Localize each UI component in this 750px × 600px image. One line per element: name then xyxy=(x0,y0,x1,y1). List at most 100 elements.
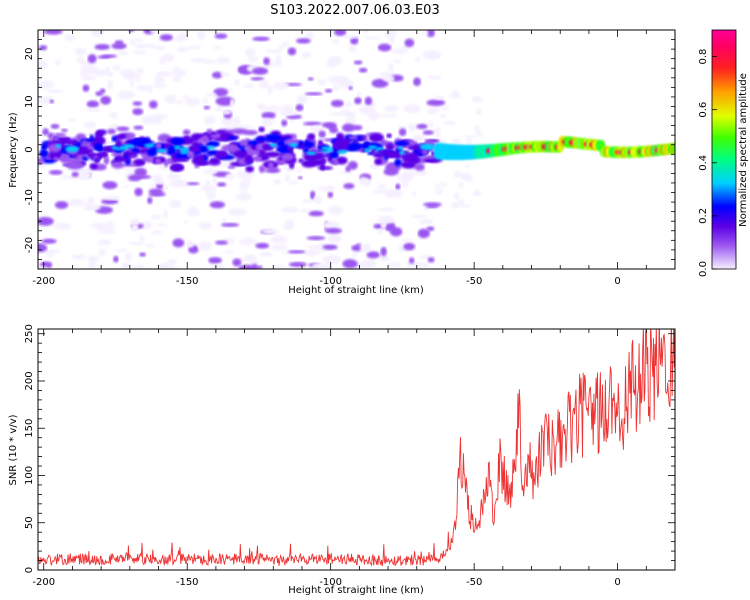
noise-speckle xyxy=(154,46,167,51)
noise-speckle xyxy=(334,30,347,36)
noise-band-cell xyxy=(230,128,248,135)
noise-speckle xyxy=(84,204,101,211)
noise-band-cell xyxy=(123,151,138,157)
noise-speckle xyxy=(150,214,162,220)
noise-band-cell xyxy=(258,165,266,173)
noise-speckle xyxy=(172,69,187,77)
noise-speckle xyxy=(377,43,392,52)
noise-speckle xyxy=(154,76,165,85)
noise-speckle xyxy=(76,56,85,63)
noise-speckle xyxy=(401,178,409,188)
noise-band-cell xyxy=(254,137,269,142)
noise-speckle xyxy=(94,43,111,50)
noise-band-cell xyxy=(320,162,326,171)
noise-speckle xyxy=(449,93,461,99)
noise-speckle xyxy=(389,35,395,44)
noise-speckle xyxy=(451,201,460,209)
noise-band-cell xyxy=(146,147,158,157)
noise-band-cell xyxy=(53,157,60,162)
noise-speckle xyxy=(337,77,350,83)
noise-speckle xyxy=(44,89,64,93)
noise-band-cell xyxy=(333,158,339,166)
noise-band-cell xyxy=(82,140,87,144)
noise-band-peak xyxy=(321,146,333,151)
noise-speckle xyxy=(422,31,429,36)
noise-speckle xyxy=(197,241,213,251)
noise-band-cell xyxy=(213,137,231,142)
noise-speckle xyxy=(239,238,258,246)
noise-band-peak xyxy=(269,143,278,148)
noise-speckle xyxy=(385,225,396,232)
noise-band-cell xyxy=(422,130,434,135)
noise-band-cell xyxy=(341,123,355,132)
noise-speckle xyxy=(220,71,230,77)
noise-speckle xyxy=(90,30,105,37)
noise-speckle xyxy=(162,209,168,219)
noise-speckle xyxy=(244,255,257,263)
noise-speckle xyxy=(97,228,117,234)
noise-band-cell xyxy=(265,133,282,142)
noise-speckle xyxy=(44,30,63,35)
noise-speckle xyxy=(98,249,106,257)
noise-speckle xyxy=(317,79,326,86)
noise-speckle xyxy=(104,221,115,230)
noise-speckle xyxy=(152,114,169,119)
noise-speckle xyxy=(129,78,135,88)
noise-speckle xyxy=(303,121,323,126)
noise-speckle xyxy=(171,173,181,179)
noise-band-cell xyxy=(170,137,185,146)
noise-band-cell xyxy=(59,155,71,164)
noise-speckle xyxy=(454,174,463,178)
noise-speckle xyxy=(350,37,359,45)
noise-speckle xyxy=(182,95,190,100)
noise-speckle xyxy=(198,222,213,230)
noise-band-cell xyxy=(111,161,125,169)
noise-speckle xyxy=(307,245,324,250)
noise-speckle xyxy=(117,50,129,56)
noise-speckle xyxy=(416,123,428,129)
noise-band-cell xyxy=(420,155,436,160)
noise-speckle xyxy=(99,88,106,94)
noise-speckle xyxy=(252,36,270,42)
noise-speckle xyxy=(327,205,343,215)
noise-speckle xyxy=(296,94,308,104)
noise-speckle xyxy=(235,193,252,201)
colorbar-gradient xyxy=(711,29,737,270)
noise-band-cell xyxy=(264,167,281,174)
snr-frame xyxy=(37,328,676,571)
noise-speckle xyxy=(162,53,175,63)
noise-speckle xyxy=(475,108,483,115)
noise-speckle xyxy=(102,181,118,190)
noise-speckle xyxy=(363,30,368,34)
noise-speckle xyxy=(358,67,368,73)
noise-speckle xyxy=(139,234,145,244)
noise-band-cell xyxy=(187,145,201,154)
noise-speckle xyxy=(309,190,316,200)
noise-speckle xyxy=(423,206,430,211)
noise-speckle xyxy=(400,238,415,242)
noise-speckle xyxy=(256,103,266,111)
noise-speckle xyxy=(74,47,87,56)
noise-speckle xyxy=(300,208,311,213)
noise-speckle xyxy=(200,185,218,192)
noise-speckle xyxy=(215,240,228,245)
noise-speckle xyxy=(212,46,223,50)
noise-speckle xyxy=(371,78,389,88)
noise-speckle xyxy=(246,50,252,57)
noise-speckle xyxy=(327,233,342,244)
noise-speckle xyxy=(211,71,223,79)
noise-speckle xyxy=(150,30,156,34)
noise-speckle xyxy=(307,249,322,256)
noise-band-peak xyxy=(288,143,299,147)
noise-band-cell xyxy=(94,130,104,138)
noise-speckle xyxy=(117,90,136,100)
noise-band-cell xyxy=(209,134,220,138)
noise-band-cell xyxy=(302,147,310,154)
signal-band-cell xyxy=(671,143,675,154)
noise-speckle xyxy=(439,187,443,194)
snr-background xyxy=(38,329,675,570)
noise-speckle xyxy=(324,228,343,234)
noise-speckle xyxy=(354,97,362,105)
noise-speckle xyxy=(156,71,170,76)
noise-speckle xyxy=(220,223,240,227)
